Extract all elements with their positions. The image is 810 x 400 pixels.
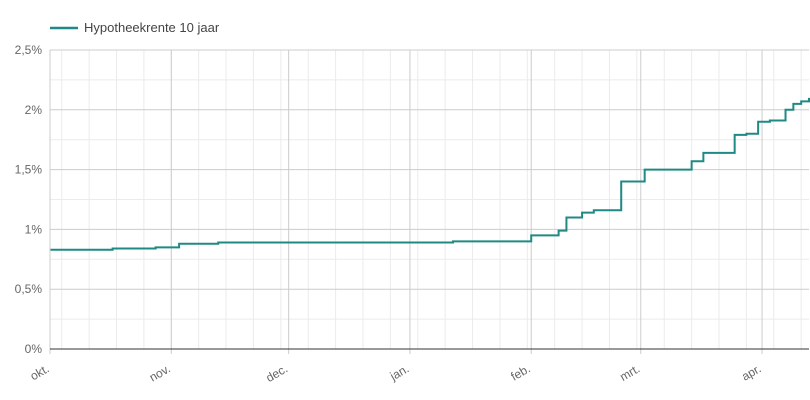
x-tick-label: nov.: [147, 361, 173, 384]
y-tick-label: 0,5%: [15, 282, 43, 296]
axes: 0% 0,5% 1% 1,5% 2% 2,5% okt. nov. dec. jan. feb. mr…: [15, 43, 809, 385]
y-tick-label: 1%: [25, 222, 43, 236]
legend[interactable]: Hypotheekrente 10 jaar: [50, 20, 220, 35]
y-tick-label: 1,5%: [15, 163, 43, 177]
series-layer: [50, 97, 810, 251]
x-tick-label: dec.: [264, 361, 291, 384]
x-tick-label: okt.: [28, 361, 52, 383]
grid: [50, 49, 809, 350]
x-tick-label: jan.: [387, 361, 412, 383]
y-tick-label: 2%: [25, 103, 43, 117]
y-tick-label: 0%: [25, 342, 43, 356]
x-tick-label: feb.: [508, 361, 532, 383]
x-tick-label: mrt.: [617, 361, 642, 383]
series-line: [50, 97, 810, 251]
legend-label: Hypotheekrente 10 jaar: [84, 20, 220, 35]
x-tick-label: apr.: [739, 361, 763, 383]
y-tick-label: 2,5%: [15, 43, 43, 57]
